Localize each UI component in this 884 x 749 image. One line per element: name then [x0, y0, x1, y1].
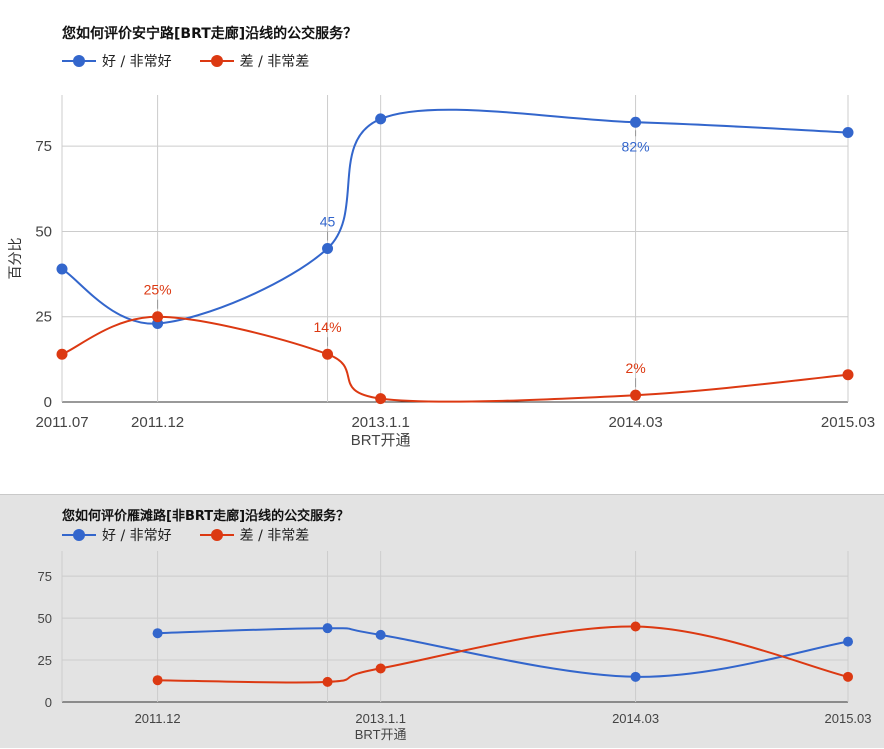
data-point-good	[630, 116, 642, 128]
y-axis-title: 百分比	[7, 238, 23, 280]
data-point-bad	[56, 348, 68, 360]
y-tick-label: 50	[35, 223, 52, 240]
data-point-good	[375, 113, 387, 125]
data-label: 2%	[625, 360, 645, 376]
legend-item-good[interactable]: 好 / 非常好	[62, 51, 172, 71]
legend-label-good: 好 / 非常好	[102, 528, 172, 544]
x-axis-title: BRT开通	[355, 727, 407, 742]
data-point-bad	[630, 389, 642, 401]
y-tick-label: 50	[38, 611, 52, 626]
data-label: 25%	[144, 282, 172, 298]
legend-marker-good	[62, 54, 96, 68]
y-tick-label: 25	[35, 309, 52, 326]
data-point-good	[56, 263, 68, 275]
y-tick-label: 0	[45, 695, 52, 710]
data-point-good	[322, 243, 334, 254]
series-line-bad	[157, 625, 849, 684]
data-point-bad	[630, 621, 641, 632]
x-tick-label: 2015.03	[821, 414, 875, 431]
data-label: 14%	[314, 319, 342, 335]
data-point-bad	[152, 311, 164, 323]
data-point-good	[152, 628, 163, 639]
data-label: 82%	[622, 138, 650, 154]
chart-title: 您如何评价安宁路[BRT走廊]沿线的公交服务？	[62, 26, 358, 42]
legend-item-bad[interactable]: 差 / 非常差	[199, 525, 310, 545]
data-point-bad	[322, 348, 334, 360]
x-tick-label: 2014.03	[612, 711, 659, 726]
legend-label-bad: 差 / 非常差	[239, 54, 310, 70]
x-axis-title: BRT开通	[351, 432, 411, 449]
legend-label-good: 好 / 非常好	[102, 54, 172, 70]
x-tick-label: 2013.1.1	[355, 711, 406, 726]
legend-item-good[interactable]: 好 / 非常好	[62, 525, 172, 545]
y-tick-label: 75	[38, 569, 52, 584]
legend-marker-bad	[199, 528, 234, 542]
data-point-bad	[842, 369, 854, 381]
x-tick-label: 2015.03	[825, 711, 872, 726]
series-line-bad	[61, 315, 849, 403]
data-point-good	[375, 629, 386, 640]
data-point-bad	[375, 393, 387, 405]
data-point-good	[842, 127, 854, 139]
legend-label-bad: 差 / 非常差	[239, 528, 310, 544]
chart-panel-yantan: 您如何评价雁滩路[非BRT走廊]沿线的公交服务？ 好 / 非常好 差 / 非常差…	[0, 494, 884, 748]
data-point-bad	[843, 671, 853, 682]
x-tick-label: 2011.12	[135, 711, 181, 726]
chart-legend: 好 / 非常好 差 / 非常差	[62, 525, 309, 545]
chart-title: 您如何评价雁滩路[非BRT走廊]沿线的公交服务？	[62, 509, 350, 524]
chart-plot-yantan: 0 25 50 75 2011.12 2013.1.1 2014.03 2015.03 BRT开…	[38, 551, 872, 742]
data-label: 45	[320, 214, 336, 230]
chart-panel-anning: 您如何评价安宁路[BRT走廊]沿线的公交服务？ 好 / 非常好 差 / 非常差 …	[7, 26, 876, 449]
legend-marker-bad	[199, 54, 234, 68]
x-tick-label: 2014.03	[608, 414, 662, 431]
chart-plot-anning: 0 25 50 75 2011.07 2011.12 2013.1.1 2014.03 2015…	[7, 95, 875, 449]
data-point-good	[322, 623, 333, 634]
data-point-bad	[152, 675, 163, 686]
x-tick-label: 2011.12	[131, 414, 184, 431]
chart-legend: 好 / 非常好 差 / 非常差	[62, 51, 309, 71]
series-line-good	[157, 627, 849, 678]
x-tick-label: 2011.07	[35, 414, 88, 431]
y-tick-label: 75	[35, 138, 52, 155]
data-point-bad	[375, 663, 386, 674]
y-tick-label: 0	[44, 394, 52, 411]
y-tick-label: 25	[38, 653, 52, 668]
legend-marker-good	[62, 528, 96, 542]
data-point-bad	[322, 676, 333, 687]
x-tick-label: 2013.1.1	[351, 414, 409, 431]
data-point-good	[630, 671, 641, 682]
legend-item-bad[interactable]: 差 / 非常差	[199, 51, 310, 71]
series-line-good	[61, 108, 849, 325]
data-point-good	[843, 636, 853, 647]
